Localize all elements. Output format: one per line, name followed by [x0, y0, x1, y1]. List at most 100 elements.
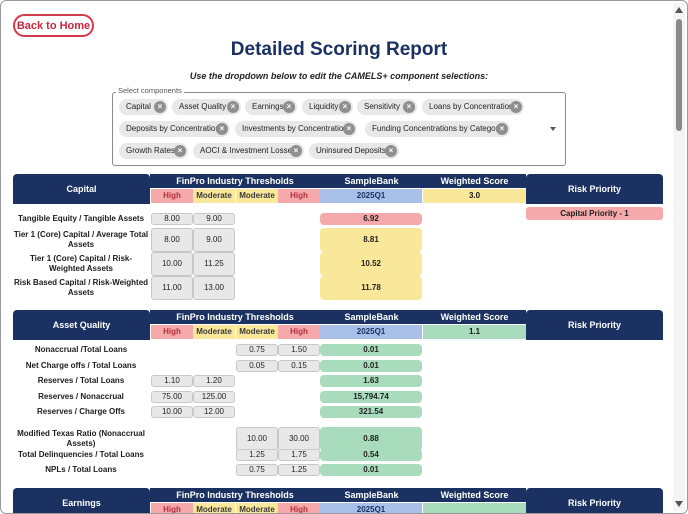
- remove-chip-icon[interactable]: ×: [385, 145, 397, 157]
- moderate-threshold-header: Moderate: [236, 189, 278, 203]
- threshold-value: 1.50: [278, 344, 320, 356]
- thresholds-header: FinPro Industry Thresholds: [150, 310, 320, 324]
- chip-label: Capital: [126, 102, 151, 111]
- page-subtitle: Use the dropdown below to edit the CAMEL…: [189, 71, 489, 81]
- component-chip[interactable]: Loans by Concentration ×: [422, 99, 524, 115]
- metric-label: Modified Texas Ratio (Nonaccrual Assets): [17, 429, 145, 448]
- vertical-scrollbar[interactable]: [673, 3, 685, 511]
- moderate-threshold-header: Moderate: [193, 189, 235, 203]
- metric-label: Reserves / Total Loans: [37, 376, 125, 385]
- bank-value: 0.01: [320, 360, 422, 372]
- metric-label: Nonaccrual /Total Loans: [34, 345, 128, 354]
- metric-label: Tier 1 (Core) Capital / Risk-Weighted As…: [29, 254, 133, 273]
- chip-label: Sensitivity: [364, 102, 401, 111]
- metric-label: Tangible Equity / Tangible Assets: [17, 214, 145, 223]
- moderate-threshold-header: Moderate: [236, 325, 278, 339]
- threshold-value: 11.00: [151, 276, 193, 300]
- bank-value: 1.63: [320, 375, 422, 387]
- thresholds-header: FinPro Industry Thresholds: [150, 174, 320, 188]
- remove-chip-icon[interactable]: ×: [339, 101, 351, 113]
- bank-value: 8.81: [320, 228, 422, 252]
- remove-chip-icon[interactable]: ×: [216, 123, 228, 135]
- metric-label: Tier 1 (Core) Capital / Average Total As…: [13, 230, 149, 249]
- bank-header: SampleBank: [320, 488, 423, 502]
- remove-chip-icon[interactable]: ×: [343, 123, 355, 135]
- threshold-value: 9.00: [193, 213, 235, 225]
- component-chip[interactable]: Investments by Concentration ×: [235, 121, 357, 137]
- back-to-home-button[interactable]: Back to Home: [13, 14, 94, 37]
- threshold-value: 11.25: [193, 252, 235, 276]
- component-chip[interactable]: Sensitivity ×: [357, 99, 417, 115]
- remove-chip-icon[interactable]: ×: [227, 101, 239, 113]
- bank-value: 11.78: [320, 276, 422, 300]
- threshold-value: 12.00: [193, 406, 235, 418]
- metric-label: Total Delinquencies / Total Loans: [18, 450, 144, 459]
- bank-value: 10.52: [320, 252, 422, 276]
- threshold-value: 8.00: [151, 228, 193, 252]
- threshold-value: 13.00: [193, 276, 235, 300]
- remove-chip-icon[interactable]: ×: [290, 145, 302, 157]
- chip-label: Deposits by Concentration: [126, 124, 220, 133]
- bank-value: 0.01: [320, 464, 422, 476]
- threshold-value: 10.00: [236, 427, 278, 451]
- remove-chip-icon[interactable]: ×: [510, 101, 522, 113]
- component-chip[interactable]: Deposits by Concentration ×: [119, 121, 230, 137]
- page-title: Detailed Scoring Report: [230, 39, 448, 60]
- scroll-up-icon[interactable]: [675, 7, 683, 13]
- remove-chip-icon[interactable]: ×: [174, 145, 186, 157]
- component-multiselect[interactable]: [112, 92, 566, 166]
- component-chip[interactable]: Liquidity ×: [302, 99, 353, 115]
- dropdown-arrow-icon[interactable]: [550, 127, 556, 131]
- weighted-score-header: Weighted Score: [423, 174, 526, 188]
- component-chip[interactable]: Capital ×: [119, 99, 168, 115]
- metric-label: NPLs / Total Loans: [45, 465, 117, 474]
- scroll-thumb[interactable]: [676, 19, 682, 131]
- remove-chip-icon[interactable]: ×: [154, 101, 166, 113]
- chip-label: Liquidity: [309, 102, 339, 111]
- threshold-value: 1.25: [236, 449, 278, 461]
- chip-label: Investments by Concentration: [242, 124, 348, 133]
- threshold-value: 8.00: [151, 213, 193, 225]
- weighted-score-value: [423, 503, 526, 513]
- bank-value: 6.92: [320, 213, 422, 225]
- component-chip[interactable]: Growth Rates ×: [119, 143, 188, 159]
- multiselect-legend: Select components: [116, 86, 184, 95]
- chip-label: Growth Rates: [126, 146, 175, 155]
- threshold-value: 125.00: [193, 391, 235, 403]
- metric-label: Net Charge offs / Total Loans: [25, 361, 137, 370]
- threshold-value: 0.15: [278, 360, 320, 372]
- section-name-header: Capital: [13, 174, 150, 204]
- high-threshold-header: High: [278, 325, 320, 339]
- chip-label: Loans by Concentration: [429, 102, 514, 111]
- remove-chip-icon[interactable]: ×: [496, 123, 508, 135]
- threshold-value: 9.00: [193, 228, 235, 252]
- period-header: 2025Q1: [320, 189, 422, 203]
- component-chip[interactable]: AOCI & Investment Losses ×: [193, 143, 304, 159]
- component-chip[interactable]: Asset Quality ×: [172, 99, 241, 115]
- high-threshold-header: High: [151, 325, 193, 339]
- threshold-value: 10.00: [151, 406, 193, 418]
- bank-value: 0.01: [320, 344, 422, 356]
- moderate-threshold-header: Moderate: [236, 503, 278, 513]
- threshold-value: 75.00: [151, 391, 193, 403]
- component-chip[interactable]: Earnings ×: [245, 99, 297, 115]
- remove-chip-icon[interactable]: ×: [403, 101, 415, 113]
- threshold-value: 1.25: [278, 464, 320, 476]
- period-header: 2025Q1: [320, 503, 422, 513]
- bank-value: 0.54: [320, 449, 422, 461]
- scroll-down-icon[interactable]: [675, 501, 683, 507]
- metric-label: Risk Based Capital / Risk-Weighted Asset…: [13, 278, 149, 297]
- remove-chip-icon[interactable]: ×: [283, 101, 295, 113]
- threshold-value: 1.20: [193, 375, 235, 387]
- risk-priority-badge: Capital Priority - 1: [526, 207, 663, 220]
- moderate-threshold-header: Moderate: [193, 503, 235, 513]
- weighted-score-header: Weighted Score: [423, 488, 526, 502]
- period-header: 2025Q1: [320, 325, 422, 339]
- component-chip[interactable]: Funding Concentrations by Category ×: [365, 121, 510, 137]
- chip-label: Uninsured Deposits: [316, 146, 386, 155]
- weighted-score-value: 1.1: [423, 325, 526, 339]
- thresholds-header: FinPro Industry Thresholds: [150, 488, 320, 502]
- chip-label: Earnings: [252, 102, 284, 111]
- component-chip[interactable]: Uninsured Deposits ×: [309, 143, 399, 159]
